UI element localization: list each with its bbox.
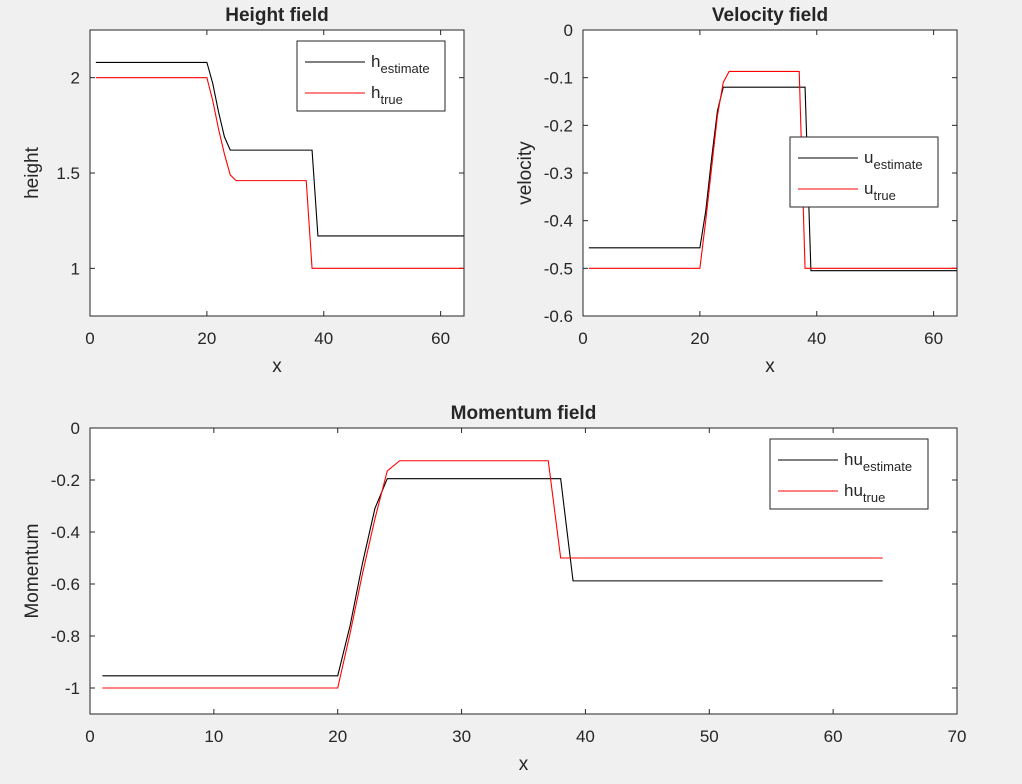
legend-label: hutrue — [844, 481, 885, 505]
y-axis-label: velocity — [515, 141, 536, 205]
y-axis-label: height — [22, 146, 43, 198]
x-tick-label: 20 — [690, 329, 709, 348]
y-tick-label: -0.3 — [544, 164, 573, 183]
legend-label: huestimate — [844, 450, 912, 474]
y-tick-label: 1.5 — [56, 164, 80, 183]
y-tick-label: 2 — [71, 69, 80, 88]
y-tick-label: -0.1 — [544, 69, 573, 88]
x-tick-label: 70 — [948, 727, 967, 746]
chart-title: Height field — [225, 5, 328, 26]
chart-1: 0 20 40 60 -0.6 -0.5 -0.4 -0.3 -0.2 -0.1 0 Velocity… — [515, 5, 958, 377]
x-tick-label: 10 — [204, 727, 223, 746]
axes-box — [582, 29, 958, 317]
legend-box — [296, 40, 446, 112]
y-tick-label: 1 — [71, 259, 80, 278]
legend-box — [789, 136, 939, 208]
x-tick-label: 60 — [431, 329, 450, 348]
legend: huestimate hutrue — [769, 438, 929, 510]
x-axis-label: x — [272, 356, 282, 377]
x-tick-label: 0 — [578, 329, 587, 348]
x-tick-label: 20 — [197, 329, 216, 348]
x-tick-label: 60 — [924, 329, 943, 348]
y-tick-label: -0.2 — [51, 471, 80, 490]
y-tick-label: -0.4 — [51, 523, 80, 542]
legend-box — [769, 438, 929, 510]
legend: hestimate htrue — [296, 40, 446, 112]
y-axis-label: Momentum — [22, 523, 43, 618]
y-tick-label: -1 — [65, 679, 80, 698]
y-tick-label: -0.6 — [51, 575, 80, 594]
x-tick-label: 40 — [807, 329, 826, 348]
y-tick-label: -0.2 — [544, 116, 573, 135]
x-axis-label: x — [765, 356, 775, 377]
chart-2: 0 10 20 30 40 50 60 70 -1 -0.8 -0.6 -0.4 -0.2 0 Moment… — [22, 403, 966, 775]
x-tick-label: 50 — [700, 727, 719, 746]
y-tick-label: -0.8 — [51, 627, 80, 646]
legend: uestimate utrue — [789, 136, 939, 208]
legend-label: uestimate — [864, 148, 923, 172]
y-tick-label: -0.6 — [544, 307, 573, 326]
series-line-hu-true — [102, 460, 883, 689]
legend-label: htrue — [371, 83, 403, 107]
x-tick-label: 20 — [328, 727, 347, 746]
series-line-u-estimate — [588, 86, 957, 272]
chart-0: 0 20 40 60 1 1.5 2 Height field x height hestimate… — [22, 5, 465, 377]
chart-title: Velocity field — [712, 5, 828, 26]
series-line-hu-estimate — [102, 478, 883, 677]
series-line-h-estimate — [95, 61, 464, 237]
axes-box — [89, 29, 465, 317]
x-axis-label: x — [519, 754, 529, 775]
x-tick-label: 40 — [314, 329, 333, 348]
y-tick-label: -0.4 — [544, 212, 573, 231]
x-tick-label: 60 — [824, 727, 843, 746]
x-tick-label: 0 — [85, 727, 94, 746]
y-tick-label: -0.5 — [544, 259, 573, 278]
y-tick-label: 0 — [564, 21, 573, 40]
y-tick-label: 0 — [71, 419, 80, 438]
chart-title: Momentum field — [451, 403, 597, 424]
x-tick-label: 40 — [576, 727, 595, 746]
axes-box — [89, 427, 958, 715]
legend-label: hestimate — [371, 52, 430, 76]
x-tick-label: 30 — [452, 727, 471, 746]
legend-label: utrue — [864, 179, 896, 203]
series-line-h-true — [95, 77, 464, 269]
x-tick-label: 0 — [85, 329, 94, 348]
